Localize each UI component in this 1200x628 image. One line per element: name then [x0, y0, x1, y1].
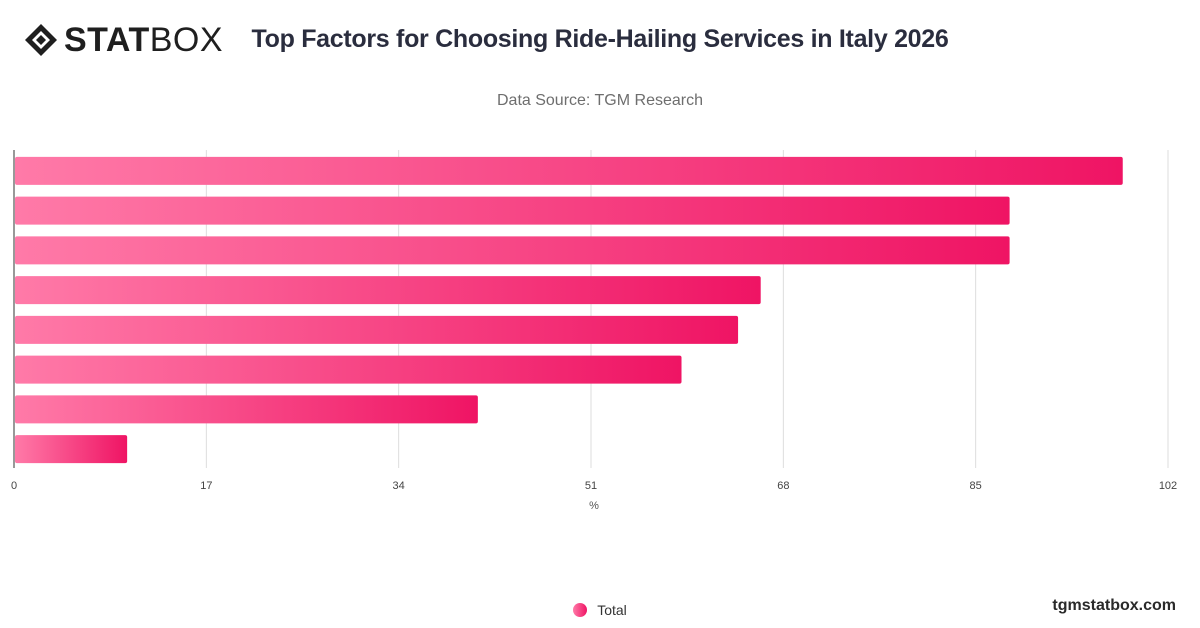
bar[interactable] [15, 315, 739, 344]
chart-title: Top Factors for Choosing Ride-Hailing Se… [251, 25, 949, 53]
logo-text: STATBOX [64, 22, 223, 58]
x-tick-label: 68 [777, 480, 789, 492]
x-axis-label: % [589, 500, 599, 512]
bar[interactable] [15, 236, 1010, 265]
bar[interactable] [15, 156, 1123, 185]
statbox-diamond-icon [25, 24, 57, 56]
chart-legend[interactable]: Total [0, 602, 1200, 618]
x-tick-label: 17 [200, 480, 212, 492]
bar[interactable] [15, 276, 761, 305]
x-tick-label: 34 [393, 480, 405, 492]
bar[interactable] [15, 196, 1010, 225]
x-tick-label: 102 [1159, 480, 1177, 492]
x-tick-label: 0 [11, 480, 17, 492]
statbox-logo: STATBOX [24, 22, 223, 58]
bar[interactable] [15, 395, 478, 424]
legend-label-total: Total [597, 602, 627, 618]
source-credit: tgmstatbox.com [1052, 597, 1176, 614]
legend-marker [573, 603, 588, 617]
bar[interactable] [15, 355, 682, 384]
logo-text-bold: STAT [64, 21, 150, 59]
logo-text-light: BOX [149, 21, 224, 59]
bar[interactable] [15, 435, 128, 464]
x-tick-label: 51 [585, 480, 597, 492]
chart-subtitle: Data Source: TGM Research [496, 92, 703, 109]
x-tick-label: 85 [970, 480, 982, 492]
